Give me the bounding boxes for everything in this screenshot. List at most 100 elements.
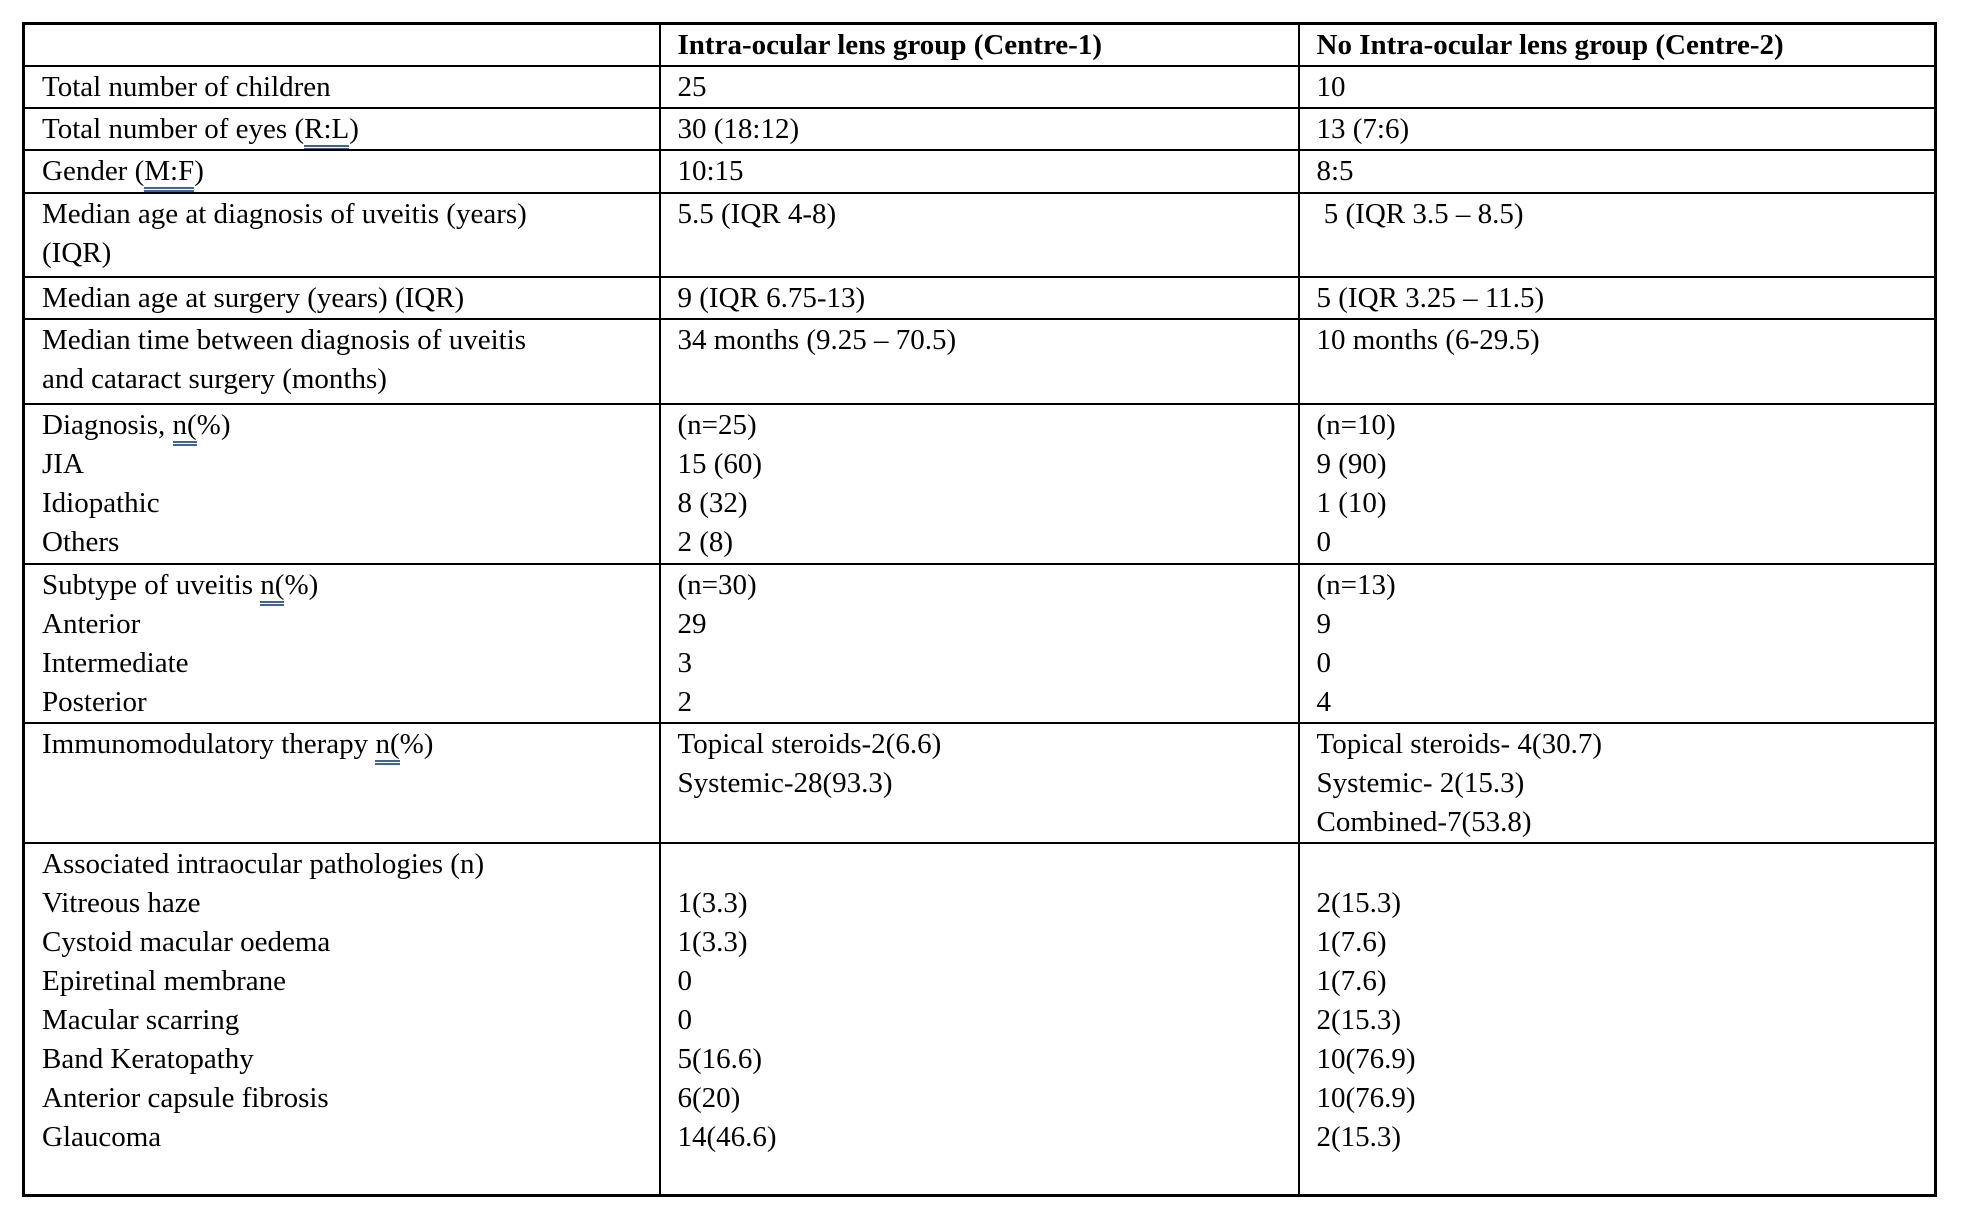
cell-text: 1(3.3) — [677, 887, 748, 919]
cell-line: 0 — [1317, 644, 1927, 683]
cell-line: 1(3.3) — [678, 884, 1290, 923]
cell-text: 2(15.3) — [1316, 887, 1402, 919]
cell-text: Idiopathic — [42, 487, 160, 519]
cell-line: Systemic- 2(15.3) — [1317, 764, 1927, 803]
cell-line: 1(3.3) — [678, 923, 1290, 962]
centre1-value-cell: 10:15 — [658, 149, 1300, 194]
cell-text: JIA — [42, 448, 84, 480]
cell-line: 3 — [678, 644, 1290, 683]
cell-text: 4 — [1316, 686, 1332, 718]
row-label-cell: Total number of children — [22, 65, 661, 109]
cell-text: 9 — [1316, 608, 1332, 640]
cell-line: 10(76.9) — [1317, 1079, 1927, 1118]
cell-line: 14(46.6) — [678, 1118, 1290, 1157]
centre1-value-cell: (n=30) 29 3 2 — [658, 563, 1300, 724]
cell-text: ) — [194, 155, 204, 187]
cell-text: Combined-7(53.8) — [1316, 806, 1532, 838]
row-label-cell: Median age at surgery (years) (IQR) — [22, 276, 661, 320]
cell-text: 1(7.6) — [1316, 926, 1387, 958]
cell-line: Intermediate — [42, 644, 651, 683]
row-label-cell: Gender (M:F) — [22, 149, 661, 194]
table-header-row: Intra-ocular lens group (Centre-1) No Int… — [22, 22, 1937, 67]
grammar-underlined-text: n( — [375, 728, 400, 765]
cell-text: (n=30) — [677, 569, 757, 601]
cell-text: 25 — [677, 71, 707, 103]
cell-text: Median age at surgery (years) (IQR) — [42, 282, 465, 314]
column-header-centre1: Intra-ocular lens group (Centre-1) — [658, 22, 1300, 67]
cell-text: Diagnosis, — [42, 409, 173, 441]
cell-text: Topical steroids- 4(30.7) — [1316, 728, 1602, 760]
centre2-value-cell: Topical steroids- 4(30.7) Systemic- 2(15.… — [1297, 722, 1937, 844]
column-header-centre2: No Intra-ocular lens group (Centre-2) — [1297, 22, 1937, 67]
cell-line: 9 — [1317, 605, 1927, 644]
cell-text: 0 — [1316, 647, 1332, 679]
cell-line: Median age at diagnosis of uveitis (year… — [42, 195, 651, 234]
centre1-value-cell: 34 months (9.25 – 70.5) — [658, 318, 1300, 405]
cell-line: Combined-7(53.8) — [1316, 803, 1927, 841]
cell-line: Macular scarring — [42, 1001, 651, 1040]
cell-line: Total number of children — [42, 68, 651, 106]
cell-line: 2 — [677, 683, 1290, 721]
cell-text: 14(46.6) — [677, 1121, 777, 1153]
cell-text: and cataract surgery (months) — [42, 363, 387, 395]
cell-text: %) — [284, 569, 319, 601]
table-row: Diagnosis, n(%) JIA Idiopathic Others (n=25)… — [22, 403, 1937, 565]
cell-text: 2 (8) — [677, 526, 734, 558]
centre1-value-cell: 25 — [658, 65, 1300, 109]
cell-text: Gender ( — [42, 155, 145, 187]
cell-text: %) — [399, 728, 434, 760]
cell-line: Posterior — [42, 683, 651, 721]
cell-line: Idiopathic — [42, 484, 651, 523]
cell-line: 13 (7:6) — [1317, 110, 1927, 148]
centre2-value-cell: (n=13) 9 0 4 — [1297, 563, 1937, 724]
cell-text: Total number of children — [42, 71, 331, 103]
cell-text: 10(76.9) — [1316, 1082, 1416, 1114]
cell-text: Glaucoma — [42, 1121, 162, 1153]
cell-text: 1(7.6) — [1316, 965, 1387, 997]
cell-line: 34 months (9.25 – 70.5) — [678, 321, 1290, 360]
cell-text: Immunomodulatory therapy — [42, 728, 376, 760]
cell-text: (n=13) — [1316, 569, 1396, 601]
cell-line: Topical steroids- 4(30.7) — [1317, 725, 1927, 764]
cell-line: (n=10) — [1317, 406, 1927, 445]
cell-text: 2 — [677, 686, 693, 718]
cell-line: 0 — [678, 962, 1290, 1001]
centre2-value-cell: 10 — [1297, 65, 1937, 109]
cell-line: 10 — [1317, 68, 1927, 106]
centre1-value-cell: 30 (18:12) — [658, 107, 1300, 151]
cell-line: 8 (32) — [678, 484, 1290, 523]
cell-line: 15 (60) — [678, 445, 1290, 484]
cell-text: 8:5 — [1316, 155, 1354, 187]
cell-text: Band Keratopathy — [42, 1043, 254, 1075]
cell-line: Systemic-28(93.3) — [678, 764, 1290, 803]
cell-text: 5.5 (IQR 4-8) — [677, 198, 837, 230]
table-row: Median age at surgery (years) (IQR) 9 (IQ… — [22, 276, 1937, 320]
cell-text: Macular scarring — [42, 1004, 240, 1036]
cell-line: 2(15.3) — [1317, 1118, 1927, 1157]
cell-text: 10:15 — [677, 155, 744, 187]
row-label-cell: Associated intraocular pathologies (n) Vi… — [22, 842, 661, 1196]
column-header-row-labels — [22, 22, 661, 67]
cell-text: 3 — [677, 647, 693, 679]
cell-text: Median time between diagnosis of uveitis — [42, 324, 527, 356]
cell-line: Vitreous haze — [42, 884, 651, 923]
cell-text: ) — [349, 113, 359, 145]
cell-text: 29 — [677, 608, 707, 640]
centre2-value-cell: 8:5 — [1297, 149, 1937, 194]
centre2-value-cell: 5 (IQR 3.25 – 11.5) — [1297, 276, 1937, 320]
cell-text: Systemic- 2(15.3) — [1316, 767, 1525, 799]
cell-text: 2(15.3) — [1316, 1004, 1402, 1036]
cell-line: Subtype of uveitis n(%) — [42, 566, 651, 606]
cell-line: and cataract surgery (months) — [42, 360, 651, 399]
cell-text: 0 — [677, 1004, 693, 1036]
cell-line: 5(16.6) — [678, 1040, 1290, 1079]
centre1-value-cell: 5.5 (IQR 4-8) — [658, 192, 1300, 278]
centre2-value-cell: (n=10) 9 (90) 1 (10) 0 — [1297, 403, 1937, 565]
cell-text: Subtype of uveitis — [42, 569, 261, 601]
cell-text: (n=25) — [677, 409, 757, 441]
cell-text: 9 (90) — [1316, 448, 1387, 480]
cell-line: 1(7.6) — [1317, 962, 1927, 1001]
cell-line: 4 — [1316, 683, 1927, 721]
cell-text: 10 months (6-29.5) — [1316, 324, 1540, 356]
cell-text: Anterior capsule fibrosis — [42, 1082, 329, 1114]
